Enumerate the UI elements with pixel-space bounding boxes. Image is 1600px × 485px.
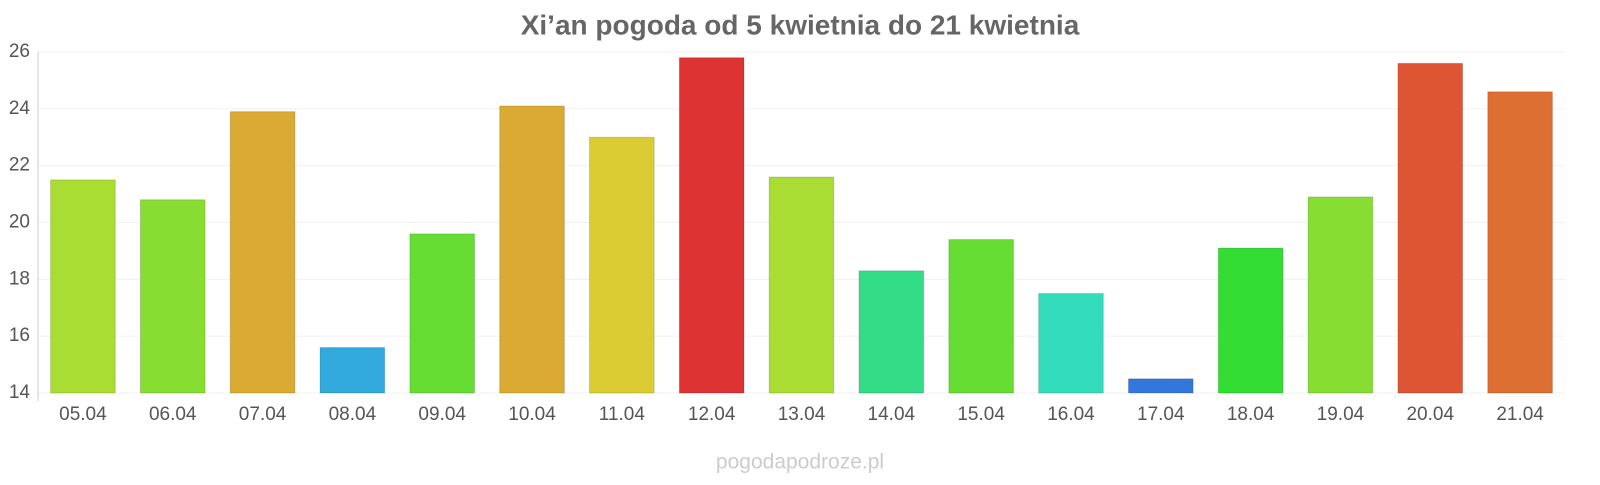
y-tick-label: 22 [9, 155, 30, 176]
y-tick-label: 14 [9, 382, 31, 403]
x-tick-label: 15.04 [957, 404, 1005, 425]
x-tick-label: 09.04 [418, 404, 466, 425]
bar [50, 179, 116, 394]
bar [678, 57, 745, 394]
x-tick-label: 05.04 [59, 404, 107, 425]
y-tick-label: 18 [9, 268, 30, 289]
x-tick-label: 17.04 [1137, 404, 1185, 425]
x-tick-label: 13.04 [778, 404, 826, 425]
bar [948, 239, 1014, 394]
bar [768, 176, 835, 394]
x-tick-label: 11.04 [599, 404, 646, 425]
bar [409, 233, 476, 394]
y-tick-label: 20 [9, 212, 30, 233]
x-tick-label: 08.04 [329, 404, 377, 425]
bar [1307, 196, 1374, 394]
bar [858, 270, 925, 394]
x-tick-label: 14.04 [868, 404, 916, 425]
y-tick-label: 26 [9, 41, 30, 62]
x-tick-label: 06.04 [149, 404, 197, 425]
bar [319, 347, 386, 394]
bar [229, 111, 296, 394]
bar [139, 199, 206, 394]
footer: pogodapodroze.pl [716, 451, 884, 474]
x-tick-label: 16.04 [1047, 404, 1095, 425]
x-tick-label: 07.04 [239, 404, 287, 425]
bar [499, 105, 565, 394]
x-tick-label: 18.04 [1227, 404, 1275, 425]
x-tick-label: 19.04 [1317, 404, 1365, 425]
x-tick-label: 12.04 [688, 404, 736, 425]
x-tick-label: 10.04 [508, 404, 556, 425]
bar [1397, 62, 1464, 394]
y-tick-label: 24 [9, 98, 31, 119]
bar [1217, 247, 1284, 394]
x-tick-label: 20.04 [1406, 404, 1454, 425]
y-tick-label: 16 [9, 325, 30, 346]
bar [589, 136, 655, 394]
bar [1127, 378, 1194, 394]
bar [1487, 91, 1553, 394]
bar [1038, 293, 1104, 394]
x-tick-label: 21.04 [1496, 404, 1544, 425]
chart-title: Xi’an pogoda od 5 kwietnia do 21 kwietni… [521, 9, 1080, 40]
